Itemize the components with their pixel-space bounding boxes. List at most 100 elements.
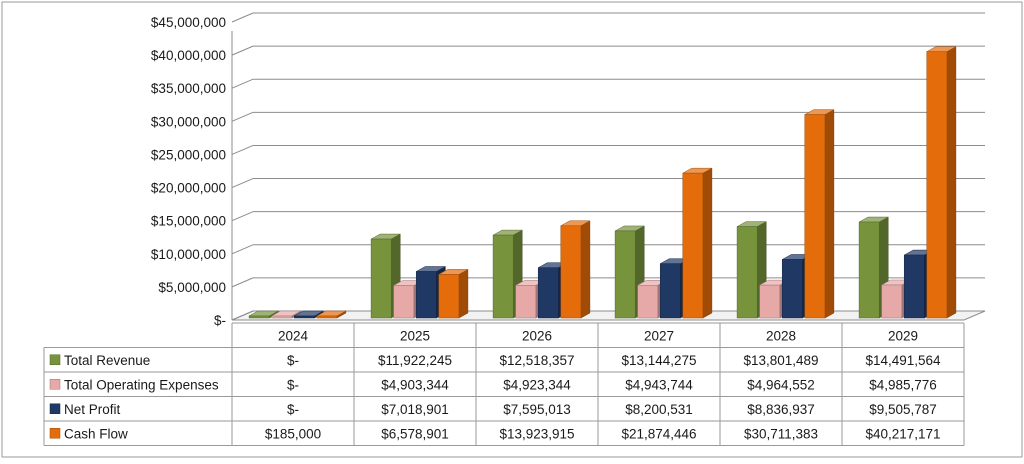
y-tick-label: $45,000,000 — [151, 15, 226, 30]
series-name: Total Revenue — [64, 353, 150, 368]
data-label: $- — [287, 377, 299, 392]
y-tick-label: $10,000,000 — [151, 247, 226, 262]
y-tick-label: $15,000,000 — [151, 214, 226, 229]
bar — [925, 46, 957, 319]
series-name: Net Profit — [64, 402, 121, 417]
bar-front — [293, 315, 315, 319]
bar-front — [682, 172, 704, 319]
data-label: $185,000 — [265, 426, 321, 441]
gridline-side — [231, 45, 254, 56]
category-label: 2028 — [766, 328, 796, 343]
y-tick-label: $20,000,000 — [151, 181, 226, 196]
y-tick-label: $- — [214, 313, 226, 328]
data-label: $13,144,275 — [621, 353, 696, 368]
y-tick-label: $5,000,000 — [158, 280, 226, 295]
bar-front — [659, 263, 681, 319]
bar — [437, 269, 469, 319]
bar-side — [946, 46, 957, 319]
y-tick-label: $30,000,000 — [151, 114, 226, 129]
bar-side — [702, 167, 713, 319]
legend-key — [49, 428, 61, 439]
data-label: $13,923,915 — [499, 426, 574, 441]
data-label: $- — [287, 402, 299, 417]
bar-front — [736, 226, 758, 319]
data-label: $4,923,344 — [503, 377, 571, 392]
bar — [681, 167, 713, 319]
data-label: $8,200,531 — [625, 402, 693, 417]
data-label: $7,595,013 — [503, 402, 571, 417]
data-label: $30,711,383 — [744, 426, 818, 441]
category-label: 2025 — [400, 328, 430, 343]
data-label: $9,505,787 — [869, 402, 937, 417]
bar — [559, 220, 591, 319]
bar-front — [370, 238, 392, 319]
data-label: $14,491,564 — [865, 353, 941, 368]
bar — [315, 310, 347, 319]
data-label: $4,943,744 — [625, 377, 693, 392]
bar-front — [393, 285, 415, 319]
data-label: $21,874,446 — [621, 426, 696, 441]
legend-key — [49, 379, 61, 390]
gridline-side — [231, 78, 254, 89]
data-label: $40,217,171 — [865, 426, 940, 441]
bar-front — [804, 114, 826, 319]
y-axis-tick-labels: $- $5,000,000 $10,000,000 $15,000,000 $20,00… — [151, 15, 226, 328]
data-label: $13,801,489 — [743, 353, 818, 368]
gridline-side — [231, 277, 254, 288]
bar — [248, 310, 280, 319]
data-label: $4,964,552 — [747, 377, 815, 392]
gridline-side — [231, 111, 254, 122]
bar-side — [580, 220, 591, 319]
bar-front — [881, 284, 903, 319]
bar-front — [781, 259, 803, 319]
bar-front — [537, 267, 559, 319]
bar-front — [560, 225, 582, 319]
gridline-side — [231, 310, 254, 321]
bar-front — [415, 271, 437, 319]
bar — [736, 221, 768, 319]
bar-front — [637, 285, 659, 319]
y-tick-label: $35,000,000 — [151, 81, 226, 96]
legend-key — [49, 403, 61, 414]
bar-front — [926, 51, 948, 319]
y-tick-label: $25,000,000 — [151, 147, 226, 162]
bar-front — [759, 284, 781, 319]
bars — [248, 46, 957, 319]
gridline-side — [231, 12, 254, 23]
series-name: Total Operating Expenses — [64, 377, 219, 392]
bar-front — [903, 254, 925, 319]
bar-front — [271, 315, 293, 319]
gridline-side — [231, 244, 254, 255]
gridline-side — [231, 144, 254, 155]
data-label: $12,518,357 — [499, 353, 574, 368]
bar — [803, 109, 835, 319]
bar-front — [614, 230, 636, 319]
category-label: 2029 — [888, 328, 918, 343]
data-label: $4,985,776 — [869, 377, 937, 392]
bar-front — [492, 234, 514, 319]
bar-front — [316, 315, 338, 319]
series-name: Cash Flow — [64, 426, 128, 441]
data-label: $- — [287, 353, 299, 368]
category-label: 2024 — [278, 328, 309, 343]
y-tick-label: $40,000,000 — [151, 48, 226, 63]
data-label: $6,578,901 — [381, 426, 449, 441]
data-label: $11,922,245 — [378, 353, 452, 368]
bar-side — [824, 109, 835, 319]
bar-front — [515, 285, 537, 319]
category-label: 2027 — [644, 328, 674, 343]
data-label: $8,836,937 — [747, 402, 815, 417]
data-table: 2024 2025 2026 2027 2028 2029 Total Revenue $- $… — [43, 322, 965, 446]
gridline-side — [231, 211, 254, 222]
bar-front — [438, 274, 460, 319]
data-label: $4,903,344 — [381, 377, 449, 392]
data-label: $7,018,901 — [381, 402, 449, 417]
bar-side — [458, 269, 469, 319]
bar-front — [248, 315, 270, 319]
category-label: 2026 — [522, 328, 552, 343]
legend-key — [49, 354, 61, 365]
bar-front — [858, 221, 880, 319]
